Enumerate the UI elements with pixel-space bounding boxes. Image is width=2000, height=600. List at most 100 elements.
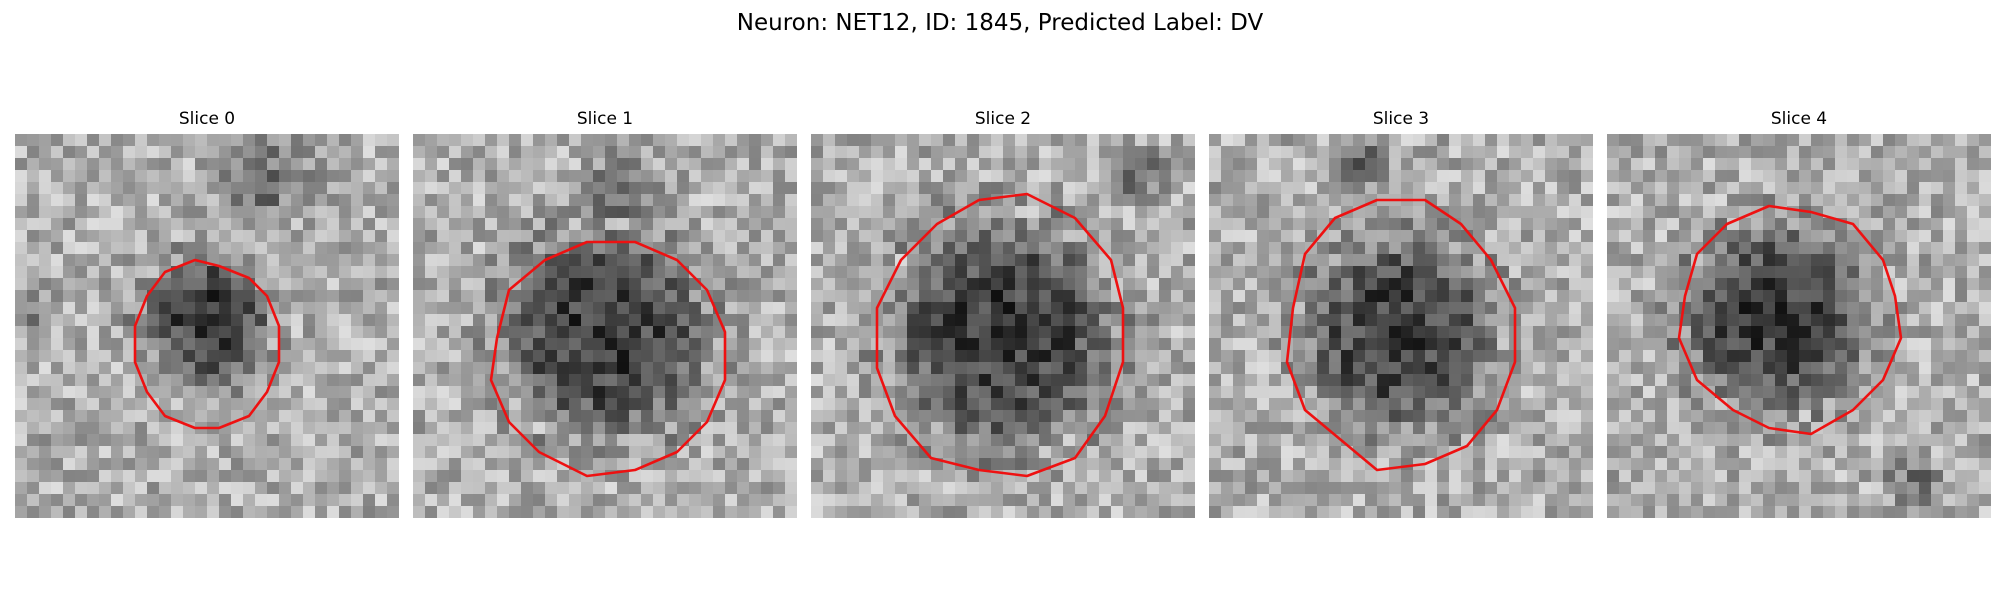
image-pixel xyxy=(1245,362,1257,374)
image-pixel xyxy=(689,458,701,470)
image-pixel xyxy=(1643,230,1655,242)
image-pixel xyxy=(1051,410,1063,422)
image-pixel xyxy=(1955,350,1967,362)
image-pixel xyxy=(1425,230,1437,242)
image-pixel xyxy=(63,302,75,314)
image-pixel xyxy=(413,482,425,494)
image-pixel xyxy=(823,230,835,242)
image-pixel xyxy=(39,494,51,506)
image-pixel xyxy=(713,218,725,230)
image-pixel xyxy=(1027,482,1039,494)
image-pixel xyxy=(279,254,291,266)
image-pixel xyxy=(1509,206,1521,218)
image-pixel xyxy=(919,398,931,410)
image-pixel xyxy=(569,338,581,350)
image-pixel xyxy=(1485,470,1497,482)
image-pixel xyxy=(1075,374,1087,386)
image-pixel xyxy=(871,182,883,194)
image-pixel xyxy=(1147,338,1159,350)
image-pixel xyxy=(545,374,557,386)
image-pixel xyxy=(75,482,87,494)
image-pixel xyxy=(605,194,617,206)
image-pixel xyxy=(629,350,641,362)
image-pixel xyxy=(1437,182,1449,194)
image-pixel xyxy=(629,182,641,194)
image-pixel xyxy=(605,170,617,182)
image-pixel xyxy=(737,506,749,518)
image-pixel xyxy=(315,326,327,338)
image-pixel xyxy=(1655,386,1667,398)
image-pixel xyxy=(1365,206,1377,218)
image-pixel xyxy=(1727,386,1739,398)
image-pixel xyxy=(1739,314,1751,326)
image-pixel xyxy=(871,218,883,230)
image-pixel xyxy=(1437,350,1449,362)
image-pixel xyxy=(509,206,521,218)
image-pixel xyxy=(1233,146,1245,158)
image-pixel xyxy=(581,362,593,374)
image-pixel xyxy=(955,338,967,350)
image-pixel xyxy=(1907,230,1919,242)
image-pixel xyxy=(859,194,871,206)
image-pixel xyxy=(449,506,461,518)
image-pixel xyxy=(1269,218,1281,230)
image-pixel xyxy=(1655,290,1667,302)
image-pixel xyxy=(1691,446,1703,458)
image-pixel xyxy=(883,434,895,446)
image-pixel xyxy=(1099,338,1111,350)
image-pixel xyxy=(1955,314,1967,326)
image-pixel xyxy=(39,470,51,482)
image-pixel xyxy=(1847,278,1859,290)
image-pixel xyxy=(255,266,267,278)
image-pixel xyxy=(1607,146,1619,158)
image-pixel xyxy=(183,410,195,422)
image-pixel xyxy=(1183,158,1195,170)
image-pixel xyxy=(473,146,485,158)
image-pixel xyxy=(955,182,967,194)
image-pixel xyxy=(871,158,883,170)
image-pixel xyxy=(761,506,773,518)
image-pixel xyxy=(1003,266,1015,278)
image-pixel xyxy=(1955,230,1967,242)
image-pixel xyxy=(1003,350,1015,362)
image-pixel xyxy=(1281,206,1293,218)
image-pixel xyxy=(1039,410,1051,422)
image-pixel xyxy=(123,458,135,470)
image-pixel xyxy=(159,206,171,218)
image-pixel xyxy=(1015,506,1027,518)
image-pixel xyxy=(509,314,521,326)
image-pixel xyxy=(1545,494,1557,506)
image-pixel xyxy=(63,482,75,494)
image-pixel xyxy=(1075,278,1087,290)
image-pixel xyxy=(773,218,785,230)
image-pixel xyxy=(15,314,27,326)
image-pixel xyxy=(859,170,871,182)
image-pixel xyxy=(291,326,303,338)
image-pixel xyxy=(823,290,835,302)
image-pixel xyxy=(1667,158,1679,170)
image-pixel xyxy=(51,470,63,482)
image-pixel xyxy=(1003,422,1015,434)
image-pixel xyxy=(617,170,629,182)
image-pixel xyxy=(749,182,761,194)
image-pixel xyxy=(1221,470,1233,482)
image-pixel xyxy=(1835,446,1847,458)
image-pixel xyxy=(1437,302,1449,314)
image-pixel xyxy=(1147,266,1159,278)
image-pixel xyxy=(255,134,267,146)
image-pixel xyxy=(1305,278,1317,290)
image-pixel xyxy=(1269,410,1281,422)
image-pixel xyxy=(1967,146,1979,158)
image-pixel xyxy=(713,506,725,518)
image-pixel xyxy=(931,278,943,290)
image-pixel xyxy=(1353,398,1365,410)
image-pixel xyxy=(279,290,291,302)
image-pixel xyxy=(1281,506,1293,518)
image-pixel xyxy=(1365,290,1377,302)
image-pixel xyxy=(1257,266,1269,278)
image-pixel xyxy=(725,170,737,182)
image-pixel xyxy=(15,218,27,230)
image-pixel xyxy=(1799,254,1811,266)
image-pixel xyxy=(461,266,473,278)
image-pixel xyxy=(135,182,147,194)
